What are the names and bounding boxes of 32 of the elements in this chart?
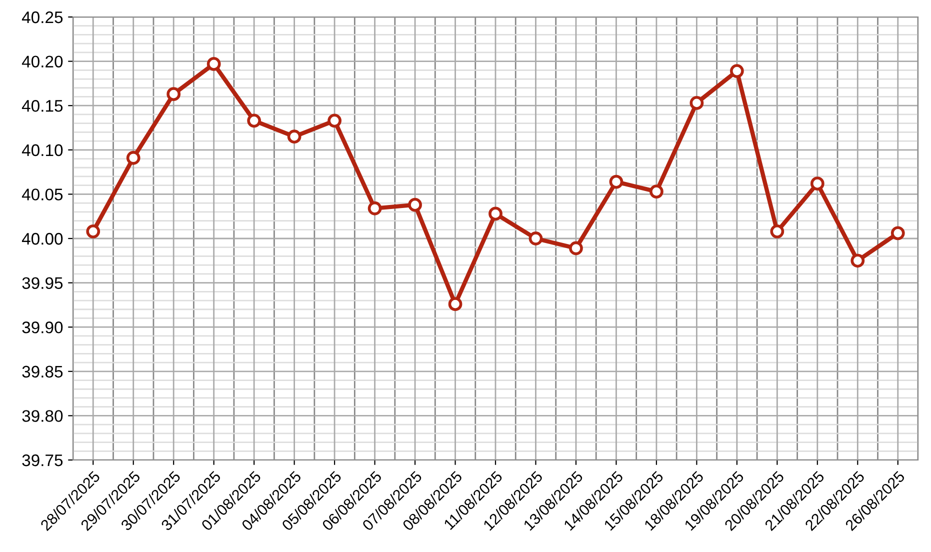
point bbox=[890, 226, 905, 240]
y-tick-label: 39.75 bbox=[22, 454, 63, 466]
point bbox=[609, 174, 624, 189]
point bbox=[166, 87, 181, 102]
y-tick-label: 39.90 bbox=[22, 322, 63, 334]
y-tick-label: 40.20 bbox=[22, 56, 63, 68]
point bbox=[448, 297, 462, 312]
point bbox=[86, 224, 100, 238]
point bbox=[730, 64, 744, 78]
point bbox=[126, 150, 140, 165]
point bbox=[569, 241, 583, 256]
y-tick-label: 40.05 bbox=[22, 188, 63, 200]
point bbox=[850, 254, 865, 268]
point bbox=[650, 184, 664, 198]
y-tick-label: 39.80 bbox=[22, 410, 63, 422]
y-tick-label: 40.00 bbox=[22, 232, 63, 245]
point bbox=[408, 198, 422, 212]
point bbox=[328, 114, 342, 128]
point bbox=[287, 130, 302, 144]
point bbox=[690, 96, 704, 110]
point bbox=[488, 206, 502, 221]
y-tick-label: 40.15 bbox=[22, 100, 63, 112]
y-tick-label: 40.10 bbox=[22, 144, 63, 156]
point bbox=[206, 57, 221, 71]
y-tick-label: 40.25 bbox=[22, 11, 63, 24]
y-tick-label: 39.85 bbox=[22, 366, 63, 378]
point bbox=[368, 201, 382, 216]
point bbox=[247, 114, 262, 128]
point bbox=[810, 176, 824, 191]
point bbox=[528, 232, 543, 246]
point bbox=[770, 224, 784, 238]
y-tick-label: 39.95 bbox=[22, 277, 63, 290]
